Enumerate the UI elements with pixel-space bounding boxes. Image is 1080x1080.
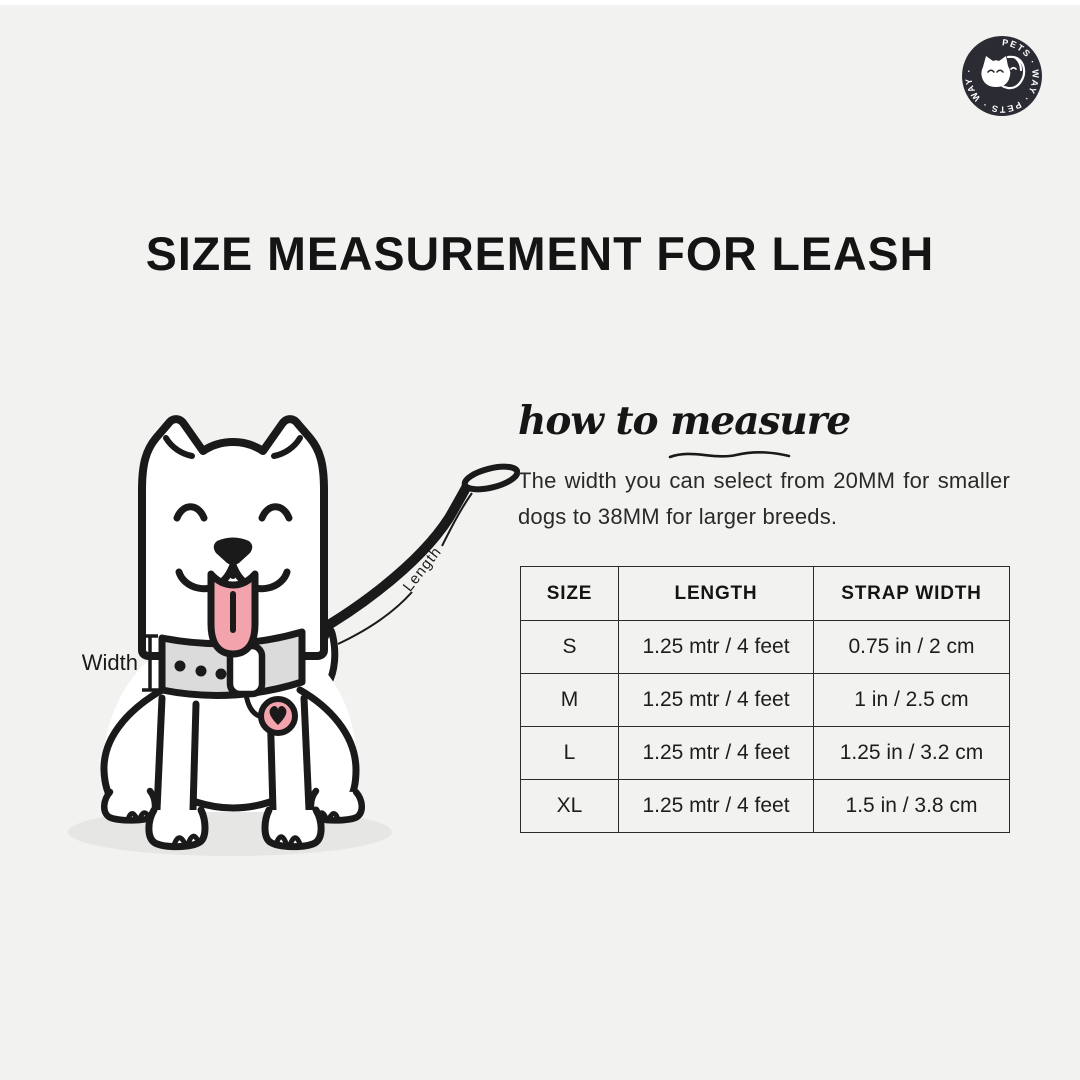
how-to-measure-heading: how to measure [518,398,851,444]
dog-illustration: Length [50,398,521,898]
cat-face-icon [981,56,1011,87]
pets-way-badge-icon: PETS · WAY · PETS · WAY · [962,36,1042,116]
top-strip [0,0,1080,5]
size-cell: L [520,726,619,780]
size-table-header-length: LENGTH [618,566,814,621]
table-row: M 1.25 mtr / 4 feet 1 in / 2.5 cm [520,673,1010,727]
width-marker: Width [82,634,158,692]
dog-body [100,650,365,851]
length-cell: 1.25 mtr / 4 feet [618,620,814,674]
measure-description: The width you can select from 20MM for s… [518,468,1010,529]
size-cell: S [520,620,619,674]
width-label: Width [82,650,138,675]
eye-icon [258,503,293,522]
size-table-header-row: SIZE LENGTH STRAP WIDTH [520,566,1010,621]
size-table-header-strap-width: STRAP WIDTH [813,566,1010,621]
length-cell: 1.25 mtr / 4 feet [618,673,814,727]
size-table-header-size: SIZE [520,566,619,621]
strap-width-cell: 1.25 in / 3.2 cm [813,726,1010,780]
brand-logo: PETS · WAY · PETS · WAY · [962,36,1042,116]
table-row: L 1.25 mtr / 4 feet 1.25 in / 3.2 cm [520,726,1010,780]
size-table: SIZE LENGTH STRAP WIDTH S 1.25 mtr / 4 f… [520,566,1010,833]
tongue-icon [207,570,259,658]
page-title: SIZE MEASUREMENT FOR LEASH [145,227,935,280]
nose-icon [213,537,253,565]
length-cell: 1.25 mtr / 4 feet [618,726,814,780]
dog-face-icon [997,55,1026,90]
heart-tag-icon [243,691,298,736]
size-cell: XL [520,779,619,833]
table-row: XL 1.25 mtr / 4 feet 1.5 in / 3.8 cm [520,779,1010,833]
dog-head [138,415,328,660]
strap-width-cell: 1 in / 2.5 cm [813,673,1010,727]
size-cell: M [520,673,619,727]
strap-width-cell: 1.5 in / 3.8 cm [813,779,1010,833]
leash-handle-loop-icon [461,463,521,493]
table-row: S 1.25 mtr / 4 feet 0.75 in / 2 cm [520,620,1010,674]
strap-width-cell: 0.75 in / 2 cm [813,620,1010,674]
length-cell: 1.25 mtr / 4 feet [618,779,814,833]
eye-icon [173,503,208,522]
underline-squiggle-icon [668,451,791,459]
